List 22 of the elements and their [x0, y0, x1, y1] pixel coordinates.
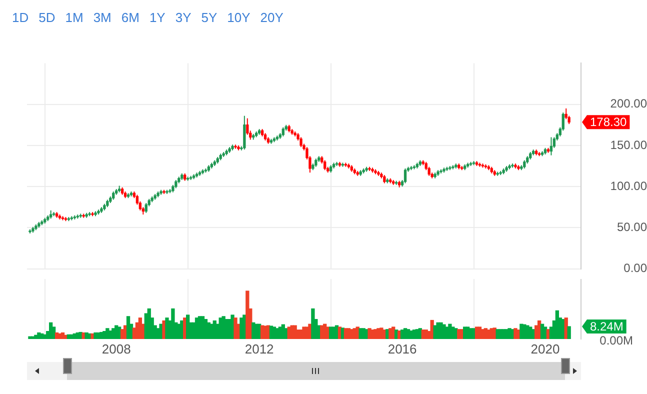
text: 1Y	[148, 9, 166, 27]
text: 8.24M	[590, 319, 624, 334]
y-tick-label: 150.00	[610, 138, 647, 152]
text: 178.30	[590, 114, 628, 129]
text: 10Y	[226, 9, 252, 27]
y-tick-label: 100.00	[610, 178, 647, 193]
x-tick-label: 2016	[388, 341, 417, 356]
text: 1M	[64, 9, 84, 27]
x-tick-label: 2012	[244, 341, 274, 356]
x-tick-label: 2008	[102, 341, 131, 356]
text: 6M	[120, 9, 140, 27]
text: 20Y	[259, 9, 284, 27]
y-tick-label: 200.00	[610, 96, 647, 111]
text: 5Y	[200, 9, 218, 27]
text: 3M	[92, 9, 112, 27]
y-tick-label: 50.00	[616, 220, 647, 234]
text: 1D	[11, 9, 30, 27]
text: 5D	[38, 9, 56, 27]
text: 0.00M	[600, 333, 633, 348]
x-tick-label: 2020	[530, 341, 560, 356]
y-tick-label: 0.00	[624, 261, 647, 276]
text: 3Y	[174, 9, 192, 27]
